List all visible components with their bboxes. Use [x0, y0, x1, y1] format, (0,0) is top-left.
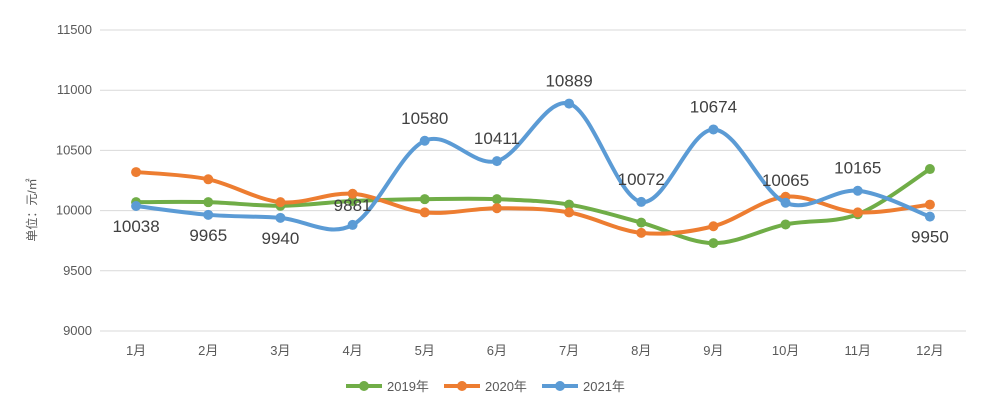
data-label: 10065 [762, 171, 809, 190]
series-2019年 [131, 164, 935, 249]
legend-marker [457, 381, 467, 391]
data-point [491, 194, 502, 205]
legend-label: 2020年 [485, 379, 527, 394]
x-tick-label: 2月 [198, 343, 218, 358]
data-label: 10038 [112, 217, 159, 236]
data-point [564, 207, 575, 218]
data-point [924, 199, 935, 210]
data-point [275, 212, 286, 223]
x-tick-label: 6月 [487, 343, 507, 358]
data-point [708, 124, 719, 135]
data-point [924, 164, 935, 175]
gridlines [100, 29, 966, 332]
y-tick-label: 11000 [57, 82, 92, 97]
data-labels: 10038 9965 9940 9881 10580 10411 10889 10072 106… [112, 72, 948, 248]
data-point [203, 209, 214, 220]
data-point [852, 185, 863, 196]
x-tick-label: 4月 [342, 343, 362, 358]
data-label: 10072 [618, 170, 665, 189]
x-tick-label: 3月 [270, 343, 290, 358]
data-point [780, 197, 791, 208]
data-point [203, 174, 214, 185]
x-tick-label: 10月 [772, 343, 799, 358]
data-point [636, 196, 647, 207]
data-label: 10674 [690, 97, 737, 116]
y-axis-label: 单位：元/㎡ [24, 178, 39, 241]
data-label: 10580 [401, 109, 448, 128]
data-point [131, 167, 142, 178]
legend-label: 2019年 [387, 379, 429, 394]
data-label: 9881 [334, 196, 372, 215]
data-point [347, 188, 358, 199]
legend-item: 2020年 [444, 379, 527, 394]
data-point [708, 221, 719, 232]
data-point [708, 238, 719, 249]
data-point [780, 219, 791, 230]
data-point [636, 217, 647, 228]
x-tick-label: 8月 [631, 343, 651, 358]
data-point [419, 207, 430, 218]
legend: 2019年 2020年 2021年 [346, 379, 625, 394]
data-point [419, 194, 430, 205]
series-line [134, 170, 932, 236]
legend-marker [359, 381, 369, 391]
data-point [491, 203, 502, 214]
x-tick-label: 12月 [916, 343, 943, 358]
series-2020年 [131, 167, 935, 238]
data-point [564, 199, 575, 210]
data-label: 9940 [262, 229, 300, 248]
x-tick-label: 11月 [845, 343, 872, 358]
y-tick-label: 10000 [56, 203, 92, 218]
x-tick-label: 7月 [559, 343, 579, 358]
data-point [347, 219, 358, 230]
data-label: 9965 [189, 226, 227, 245]
series-2021年 [131, 98, 935, 232]
data-point [203, 197, 214, 208]
data-label: 10411 [474, 129, 520, 148]
data-point [347, 195, 358, 206]
legend-item: 2021年 [542, 379, 625, 394]
y-tick-label: 11500 [57, 22, 92, 37]
data-point [131, 201, 142, 212]
x-tick-label: 9月 [703, 343, 723, 358]
y-tick-label: 10500 [56, 142, 92, 157]
data-point [924, 211, 935, 222]
data-point [564, 98, 575, 109]
x-tick-label: 1月 [126, 343, 146, 358]
y-tick-label: 9000 [63, 323, 92, 338]
data-point [491, 156, 502, 167]
legend-item: 2019年 [346, 379, 429, 394]
x-axis-ticks: 1月 2月 3月 4月 5月 6月 7月 8月 9月 10月 11月 12月 [126, 343, 944, 358]
data-label: 10889 [545, 72, 592, 91]
data-label: 10165 [834, 159, 881, 178]
x-tick-label: 5月 [415, 343, 435, 358]
data-point [852, 207, 863, 218]
y-axis-ticks: 9000 9500 10000 10500 11000 11500 [56, 22, 92, 338]
legend-label: 2021年 [583, 379, 625, 394]
data-label: 9950 [911, 228, 949, 247]
series [131, 98, 935, 249]
data-point [636, 227, 647, 238]
y-tick-label: 9500 [63, 263, 92, 278]
data-point [275, 197, 286, 208]
legend-marker [555, 381, 565, 391]
data-point [419, 135, 430, 146]
series-line [134, 167, 932, 246]
